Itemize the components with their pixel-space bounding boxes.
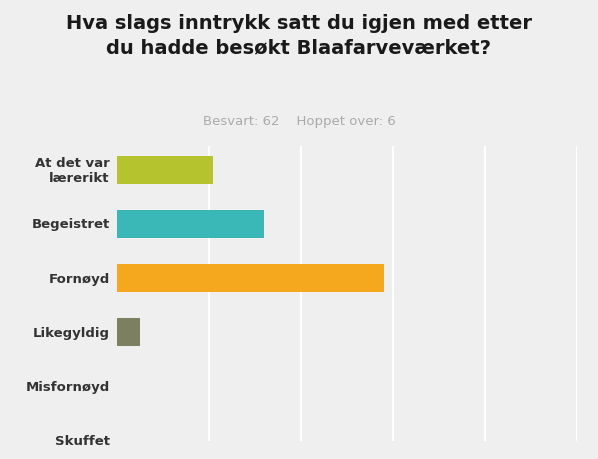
- Bar: [117, 319, 140, 347]
- Text: Hva slags inntrykk satt du igjen med etter
du hadde besøkt Blaafarveværket?: Hva slags inntrykk satt du igjen med ett…: [66, 14, 532, 58]
- Text: Besvart: 62    Hoppet over: 6: Besvart: 62 Hoppet over: 6: [203, 115, 395, 128]
- Bar: [117, 210, 264, 239]
- Bar: [117, 157, 213, 185]
- Bar: [117, 264, 384, 292]
